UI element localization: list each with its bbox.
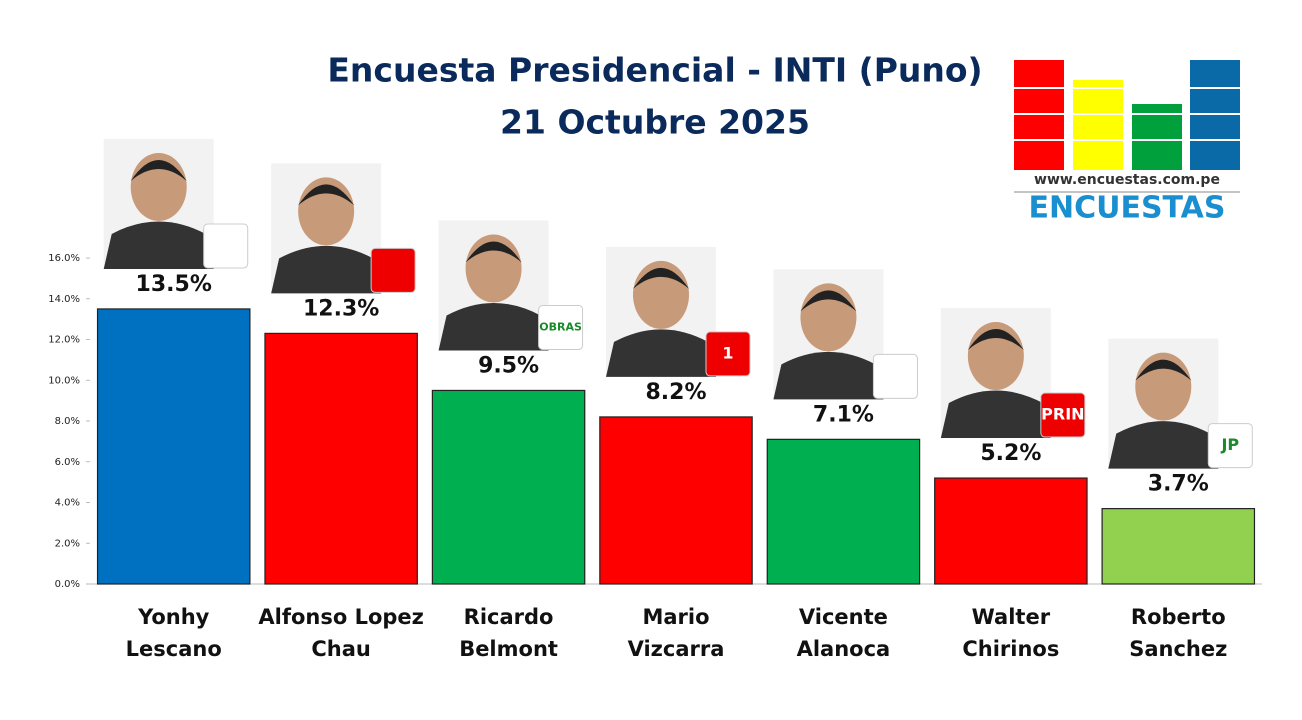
x-tick-label: Walter — [972, 605, 1051, 629]
party-logo — [203, 223, 249, 269]
photo-hair — [298, 184, 355, 206]
candidate-photo — [773, 269, 918, 400]
bar — [599, 416, 753, 585]
photo-hair — [130, 159, 187, 181]
party-logo — [538, 304, 584, 350]
logo-url: www.encuestas.com.pe — [1034, 172, 1220, 188]
y-tick-label: 0.0% — [55, 579, 80, 590]
photo-body — [940, 390, 1051, 439]
x-tick-label: Ricardo — [464, 605, 554, 629]
value-label: 3.7% — [1148, 472, 1209, 497]
y-tick-label: 6.0% — [55, 457, 80, 468]
party-logo-text: JP — [1220, 435, 1239, 454]
photo-body — [438, 302, 549, 351]
y-tick-label: 12.0% — [48, 335, 80, 346]
value-label: 5.2% — [980, 441, 1041, 466]
photo-body — [271, 245, 382, 294]
x-tick-label: Chau — [311, 637, 370, 661]
x-tick-label: Chirinos — [962, 637, 1059, 661]
y-tick-label: 16.0% — [48, 253, 80, 264]
value-label: 8.2% — [645, 380, 706, 405]
x-tick-label: Vizcarra — [628, 637, 725, 661]
bar — [1101, 508, 1256, 585]
candidate-photo: PRIN — [940, 308, 1086, 439]
value-label: 12.3% — [303, 296, 379, 321]
y-tick-label: 14.0% — [48, 294, 80, 305]
x-tick-label: Vicente — [799, 605, 888, 629]
bar — [264, 332, 418, 585]
photo-body — [606, 329, 716, 377]
value-label: 7.1% — [813, 402, 874, 427]
party-logo — [1207, 423, 1253, 469]
photo-hair — [1135, 359, 1192, 381]
x-tick-label: Yonhy — [137, 605, 210, 629]
photo-body — [773, 351, 884, 400]
bar — [96, 308, 251, 585]
candidate-photo — [103, 138, 249, 269]
party-logo-text: OBRAS — [539, 320, 582, 333]
y-tick-label: 4.0% — [55, 498, 80, 509]
x-tick-label: Mario — [642, 605, 709, 629]
chart-subtitle: 21 Octubre 2025 — [500, 103, 810, 142]
y-tick-label: 2.0% — [55, 538, 80, 549]
y-tick-label: 10.0% — [48, 375, 80, 386]
party-logo — [872, 353, 918, 399]
photo-hair — [465, 241, 522, 263]
party-logo-text: 1 — [722, 343, 733, 362]
photo-hair — [633, 267, 689, 289]
x-tick-label: Alanoca — [797, 637, 891, 661]
site-logo: www.encuestas.com.pe ENCUESTAS — [1014, 60, 1240, 226]
party-logo — [370, 247, 416, 293]
x-tick-label: Lescano — [126, 637, 222, 661]
y-tick-label: 8.0% — [55, 416, 80, 427]
photo-body — [103, 221, 214, 269]
photo-body — [1108, 421, 1219, 469]
x-tick-label: Roberto — [1131, 605, 1226, 629]
candidate-photo — [271, 163, 416, 294]
x-tick-label: Sanchez — [1129, 637, 1227, 661]
x-tick-label: Belmont — [459, 637, 558, 661]
logo-name: ENCUESTAS — [1028, 191, 1225, 226]
candidate-photo: OBRAS — [438, 220, 584, 351]
x-tick-label: Alfonso Lopez — [258, 605, 424, 629]
party-logo — [705, 331, 751, 377]
chart-title: Encuesta Presidencial - INTI (Puno) — [327, 51, 982, 90]
value-label: 13.5% — [136, 272, 212, 297]
photo-hair — [800, 290, 857, 312]
logo-block — [1073, 80, 1123, 170]
photo-hair — [967, 329, 1024, 351]
party-logo — [1040, 392, 1086, 438]
candidate-photo: JP — [1108, 338, 1253, 469]
candidate-photo: 1 — [606, 246, 751, 377]
bar — [766, 438, 921, 585]
bar — [934, 477, 1088, 585]
bar — [431, 389, 586, 585]
value-label: 9.5% — [478, 353, 539, 378]
party-logo-text: PRIN — [1041, 405, 1084, 424]
